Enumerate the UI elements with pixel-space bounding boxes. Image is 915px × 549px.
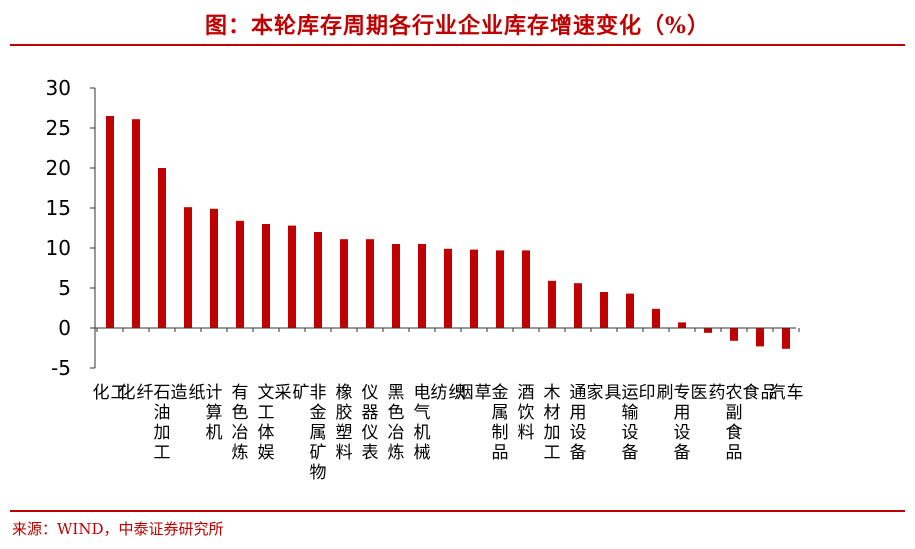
category-label: 有色冶炼: [232, 383, 249, 463]
bar: [106, 116, 114, 328]
category-label: 黑色冶炼: [388, 383, 405, 463]
category-label: 专用设备: [674, 383, 691, 463]
bar: [340, 239, 348, 328]
bar: [184, 207, 192, 328]
bar: [366, 239, 374, 328]
category-label: 运输设备: [622, 383, 639, 463]
category-label: 烟草: [457, 383, 492, 403]
category-label: 橡胶塑料: [336, 383, 353, 463]
bars: [106, 116, 790, 349]
bar: [600, 292, 608, 328]
bar: [262, 224, 270, 328]
category-label: 文工体娱: [258, 383, 275, 463]
x-axis: [95, 327, 800, 332]
y-tick-label: 0: [58, 316, 71, 340]
category-label: 木材加工: [544, 383, 561, 463]
category-label: 家具: [587, 383, 622, 403]
category-label: 食品: [743, 383, 778, 403]
y-tick-label: -5: [51, 356, 71, 380]
category-label: 金属制品: [492, 383, 509, 463]
category-label: 石油加工: [154, 383, 171, 463]
category-label: 非金属矿物: [310, 383, 327, 483]
bar: [574, 283, 582, 328]
y-tick-label: 5: [58, 276, 71, 300]
bar: [522, 250, 530, 328]
category-label: 计算机: [206, 383, 223, 443]
category-label: 电气机械: [414, 383, 431, 463]
category-label: 酒饮料: [518, 383, 535, 443]
bar: [704, 328, 712, 333]
y-tick-label: 25: [46, 116, 71, 140]
bar: [288, 225, 296, 328]
category-label: 医药: [691, 383, 726, 403]
bar: [470, 249, 478, 328]
category-label: 化纤: [119, 383, 154, 403]
category-label: 汽车: [769, 383, 804, 403]
bar: [626, 293, 634, 328]
bar: [548, 280, 556, 328]
category-label: 印刷: [639, 383, 674, 403]
bar: [782, 328, 790, 349]
chart-title: 图：本轮库存周期各行业企业库存增速变化（%）: [205, 13, 710, 39]
bar: [444, 248, 452, 328]
category-label: 化工: [93, 383, 128, 403]
bar: [132, 119, 140, 328]
category-label: 采矿: [275, 383, 310, 403]
y-axis: 30 25 20 15 10 5 0 -5: [46, 76, 96, 380]
bar: [652, 308, 660, 328]
category-label: 农副食品: [726, 383, 743, 463]
y-tick-label: 15: [46, 196, 71, 220]
source-note: 来源：WIND，中泰证券研究所: [12, 520, 224, 538]
bar: [496, 250, 504, 328]
bar: [314, 232, 322, 328]
bar: [756, 328, 764, 347]
category-label: 通用设备: [570, 383, 587, 463]
bar: [158, 168, 166, 328]
y-tick-label: 10: [46, 236, 71, 260]
bar: [418, 244, 426, 328]
y-tick-label: 20: [46, 156, 71, 180]
footer-divider: [10, 510, 905, 512]
category-label: 仪器仪表: [362, 383, 379, 463]
bar: [392, 244, 400, 328]
bar: [678, 322, 686, 328]
category-label: 纺织: [431, 383, 466, 403]
bar: [730, 328, 738, 341]
bar: [236, 220, 244, 328]
title-underline: [10, 44, 905, 46]
y-tick-label: 30: [46, 76, 71, 100]
category-label: 造纸: [171, 383, 206, 403]
bar: [210, 208, 218, 328]
